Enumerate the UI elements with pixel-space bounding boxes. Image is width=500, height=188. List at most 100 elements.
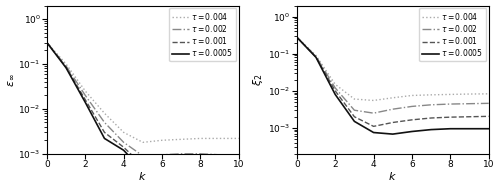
$\tau=0.004$ <box>159 139 165 141</box>
$\tau=0.004$ <box>82 90 88 92</box>
$\tau=0.001$ <box>44 41 50 44</box>
$\tau=0.002$ <box>82 94 88 96</box>
$\tau=0.001$ <box>216 161 222 163</box>
$\tau=0.001$ <box>198 161 203 163</box>
$\tau=0.0005$ <box>486 128 492 130</box>
$\tau=0.0005$ <box>159 169 165 171</box>
$\tau=0.0005$ <box>313 56 319 58</box>
$\tau=0.004$ <box>466 93 472 95</box>
$\tau=0.004$ <box>352 98 358 100</box>
$\tau=0.002$ <box>409 105 415 108</box>
$\tau=0.002$ <box>294 36 300 38</box>
$\tau=0.002$ <box>178 153 184 155</box>
$\tau=0.001$ <box>63 66 69 68</box>
$\tau=0.001$ <box>448 116 454 118</box>
$\tau=0.0005$ <box>466 128 472 130</box>
$\tau=0.002$ <box>332 87 338 89</box>
$\tau=0.0005$ <box>236 167 242 169</box>
$\tau=0.002$ <box>198 153 203 155</box>
$\tau=0.002$ <box>216 154 222 156</box>
$\tau=0.004$ <box>370 99 376 102</box>
$\tau=0.0005$ <box>370 131 376 134</box>
Legend: $\tau=0.004$, $\tau=0.002$, $\tau=0.001$, $\tau=0.0005$: $\tau=0.004$, $\tau=0.002$, $\tau=0.001$… <box>170 8 236 61</box>
Line: $\tau=0.002$: $\tau=0.002$ <box>297 37 488 113</box>
$\tau=0.002$ <box>448 103 454 105</box>
Y-axis label: $\varepsilon_{\infty}$: $\varepsilon_{\infty}$ <box>6 73 16 86</box>
Line: $\tau=0.0005$: $\tau=0.0005$ <box>47 42 239 171</box>
Y-axis label: $\xi_2$: $\xi_2$ <box>252 74 266 86</box>
$\tau=0.004$ <box>102 112 107 114</box>
$\tau=0.001$ <box>102 131 107 133</box>
$\tau=0.004$ <box>44 41 50 44</box>
$\tau=0.002$ <box>140 155 146 157</box>
$\tau=0.004$ <box>448 93 454 96</box>
$\tau=0.001$ <box>120 146 126 148</box>
$\tau=0.002$ <box>120 141 126 143</box>
$\tau=0.001$ <box>82 99 88 101</box>
$\tau=0.001$ <box>370 125 376 127</box>
$\tau=0.004$ <box>63 63 69 65</box>
Legend: $\tau=0.004$, $\tau=0.002$, $\tau=0.001$, $\tau=0.0005$: $\tau=0.004$, $\tau=0.002$, $\tau=0.001$… <box>419 8 486 61</box>
$\tau=0.001$ <box>428 117 434 119</box>
$\tau=0.004$ <box>409 94 415 97</box>
$\tau=0.0005$ <box>63 67 69 69</box>
$\tau=0.0005$ <box>352 120 358 123</box>
$\tau=0.0005$ <box>44 41 50 44</box>
$\tau=0.0005$ <box>332 93 338 96</box>
$\tau=0.002$ <box>352 109 358 111</box>
$\tau=0.0005$ <box>102 137 107 139</box>
$\tau=0.001$ <box>486 115 492 118</box>
$\tau=0.001$ <box>178 161 184 163</box>
$\tau=0.0005$ <box>120 149 126 151</box>
$\tau=0.0005$ <box>448 128 454 130</box>
$\tau=0.001$ <box>409 119 415 121</box>
$\tau=0.004$ <box>294 36 300 38</box>
$\tau=0.004$ <box>486 93 492 95</box>
$\tau=0.002$ <box>428 104 434 106</box>
$\tau=0.001$ <box>313 56 319 58</box>
$\tau=0.0005$ <box>409 130 415 133</box>
$\tau=0.001$ <box>140 164 146 167</box>
$\tau=0.002$ <box>313 55 319 58</box>
X-axis label: $k$: $k$ <box>388 171 397 182</box>
$\tau=0.002$ <box>102 121 107 124</box>
$\tau=0.002$ <box>44 41 50 44</box>
$\tau=0.004$ <box>236 137 242 139</box>
$\tau=0.0005$ <box>294 36 300 38</box>
$\tau=0.0005$ <box>82 101 88 103</box>
Line: $\tau=0.001$: $\tau=0.001$ <box>47 42 239 165</box>
$\tau=0.001$ <box>294 36 300 38</box>
$\tau=0.004$ <box>390 97 396 99</box>
$\tau=0.002$ <box>370 112 376 114</box>
Line: $\tau=0.004$: $\tau=0.004$ <box>297 37 488 100</box>
$\tau=0.0005$ <box>198 165 203 168</box>
$\tau=0.001$ <box>466 116 472 118</box>
$\tau=0.004$ <box>428 94 434 96</box>
$\tau=0.0005$ <box>390 133 396 135</box>
$\tau=0.001$ <box>352 116 358 118</box>
Line: $\tau=0.002$: $\tau=0.002$ <box>47 42 239 156</box>
$\tau=0.001$ <box>390 121 396 124</box>
$\tau=0.001$ <box>236 161 242 163</box>
$\tau=0.001$ <box>159 163 165 165</box>
$\tau=0.004$ <box>216 137 222 139</box>
Line: $\tau=0.0005$: $\tau=0.0005$ <box>297 37 488 134</box>
$\tau=0.002$ <box>63 65 69 67</box>
$\tau=0.002$ <box>466 103 472 105</box>
$\tau=0.0005$ <box>178 167 184 169</box>
$\tau=0.002$ <box>236 154 242 156</box>
$\tau=0.004$ <box>140 141 146 143</box>
X-axis label: $k$: $k$ <box>138 171 147 182</box>
Line: $\tau=0.004$: $\tau=0.004$ <box>47 42 239 142</box>
$\tau=0.004$ <box>178 138 184 140</box>
$\tau=0.004$ <box>313 54 319 57</box>
$\tau=0.0005$ <box>140 170 146 172</box>
$\tau=0.004$ <box>332 83 338 85</box>
Line: $\tau=0.001$: $\tau=0.001$ <box>297 37 488 126</box>
$\tau=0.002$ <box>390 108 396 110</box>
$\tau=0.002$ <box>486 102 492 105</box>
$\tau=0.004$ <box>120 131 126 133</box>
$\tau=0.001$ <box>332 90 338 92</box>
$\tau=0.0005$ <box>428 128 434 131</box>
$\tau=0.002$ <box>159 154 165 156</box>
